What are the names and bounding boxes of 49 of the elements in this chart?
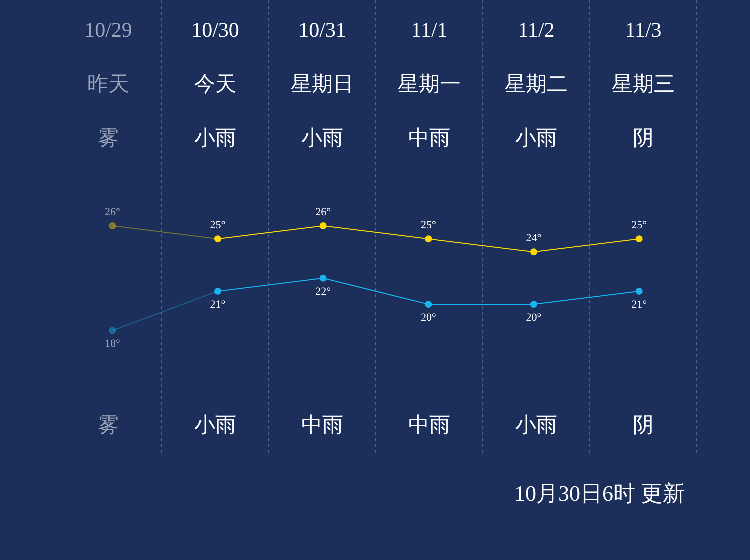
x-tick-label: 10/31 [298, 18, 348, 42]
text: 小雨 [514, 413, 558, 437]
text: 中雨 [408, 413, 452, 437]
x-tick-label: 10/29 [84, 18, 134, 42]
text: 阴 [632, 126, 655, 150]
text: 中雨 [408, 126, 452, 150]
text: 昨天 [86, 72, 130, 96]
point [636, 236, 643, 243]
point [530, 248, 538, 256]
text: 雾 [97, 126, 120, 150]
data-label: 24° [526, 232, 542, 245]
data-label: 25° [210, 219, 226, 232]
text: 今天 [194, 72, 238, 96]
text: 小雨 [194, 126, 238, 150]
point [636, 288, 643, 295]
text: 星期三 [611, 72, 676, 96]
text: 星期二 [504, 72, 569, 96]
point [214, 288, 222, 295]
x-tick-label: 11/2 [517, 18, 556, 42]
point [320, 222, 327, 230]
text: 小雨 [194, 413, 238, 437]
data-label: 21° [632, 298, 648, 311]
x-tick-label: 11/3 [624, 18, 663, 42]
point [109, 222, 116, 230]
point [109, 327, 116, 334]
text: 中雨 [300, 413, 344, 437]
text: 小雨 [514, 126, 558, 150]
point [530, 301, 538, 308]
text: 小雨 [300, 126, 344, 150]
text: 星期一 [397, 72, 462, 96]
data-label: 20° [420, 312, 436, 324]
data-label: 20° [526, 312, 542, 324]
x-tick-label: 11/1 [410, 18, 449, 42]
point [320, 274, 327, 282]
point [425, 236, 432, 243]
text: 10月30日6时 更新 [514, 480, 685, 508]
data-label: 22° [316, 286, 332, 298]
data-label: 26° [316, 206, 332, 218]
text: 星期日 [290, 72, 355, 96]
point [214, 236, 222, 243]
data-label: 18° [104, 338, 120, 350]
data-label: 26° [104, 206, 120, 218]
text: 雾 [97, 413, 120, 437]
data-label: 25° [632, 219, 648, 232]
point [425, 301, 432, 308]
text: 阴 [632, 413, 655, 437]
data-label: 25° [420, 219, 436, 232]
x-tick-label: 10/30 [190, 18, 240, 42]
data-label: 21° [210, 298, 226, 311]
